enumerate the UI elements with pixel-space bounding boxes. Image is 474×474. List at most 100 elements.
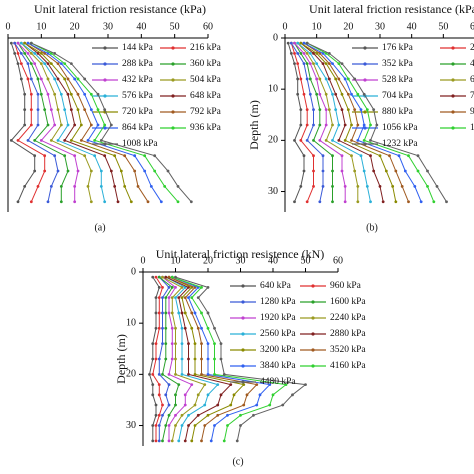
point bbox=[203, 424, 207, 427]
point bbox=[356, 138, 360, 142]
point bbox=[164, 424, 168, 427]
point bbox=[29, 62, 33, 65]
point bbox=[174, 393, 177, 397]
point bbox=[196, 413, 200, 417]
point bbox=[296, 41, 300, 45]
point bbox=[170, 296, 174, 299]
point bbox=[170, 285, 174, 289]
series-line bbox=[31, 42, 192, 203]
point bbox=[216, 383, 220, 386]
point bbox=[293, 138, 296, 142]
point bbox=[413, 185, 417, 188]
point bbox=[89, 200, 93, 204]
point bbox=[222, 439, 226, 443]
x-tick-label: 20 bbox=[70, 21, 80, 32]
point bbox=[167, 275, 171, 279]
point bbox=[308, 92, 312, 96]
point bbox=[66, 77, 70, 81]
point bbox=[206, 357, 210, 361]
point bbox=[229, 383, 233, 386]
legend-marker bbox=[311, 348, 315, 352]
point bbox=[167, 424, 171, 427]
legend-marker bbox=[171, 110, 175, 114]
point bbox=[200, 285, 203, 289]
point bbox=[302, 154, 306, 158]
legend-label: 792 kPa bbox=[190, 107, 222, 117]
point bbox=[29, 51, 33, 55]
series-line bbox=[303, 42, 409, 202]
point bbox=[369, 138, 372, 142]
point bbox=[174, 326, 177, 330]
point bbox=[53, 92, 57, 96]
point bbox=[66, 92, 70, 96]
legend-marker bbox=[171, 46, 175, 50]
series-line bbox=[158, 276, 180, 442]
point bbox=[26, 138, 30, 142]
point bbox=[177, 311, 181, 315]
legend-label: 504 kPa bbox=[190, 75, 222, 85]
series-line bbox=[300, 42, 384, 202]
point bbox=[334, 92, 338, 96]
point bbox=[170, 439, 174, 443]
legend-label: 216 kPa bbox=[190, 43, 222, 53]
point bbox=[151, 424, 155, 427]
point bbox=[304, 383, 307, 386]
series-line bbox=[290, 42, 314, 202]
point bbox=[242, 403, 246, 407]
point bbox=[213, 357, 216, 361]
legend-marker bbox=[363, 126, 367, 130]
point bbox=[356, 92, 360, 96]
point bbox=[89, 108, 93, 112]
point bbox=[206, 285, 210, 289]
point bbox=[213, 342, 216, 346]
point bbox=[302, 51, 306, 55]
series-line bbox=[168, 276, 258, 442]
point bbox=[308, 51, 312, 55]
point bbox=[232, 393, 236, 397]
x-axis-title: Unit lateral friction resistance (kPa) bbox=[34, 2, 206, 16]
point bbox=[174, 342, 177, 346]
series-line bbox=[14, 42, 46, 202]
point bbox=[416, 154, 420, 158]
point bbox=[23, 41, 27, 45]
x-tick-label: 50 bbox=[170, 21, 180, 32]
point bbox=[157, 424, 161, 427]
point bbox=[154, 326, 158, 330]
legend-marker bbox=[103, 142, 107, 146]
x-axis-title: Unit lateral friction resistence (kN) bbox=[156, 247, 325, 261]
point bbox=[86, 138, 90, 142]
legend-marker bbox=[363, 62, 367, 66]
point bbox=[99, 169, 103, 173]
point bbox=[180, 311, 184, 315]
point bbox=[136, 185, 140, 188]
legend-label: 288 kPa bbox=[122, 59, 154, 69]
point bbox=[19, 41, 23, 45]
panel-label: (a) bbox=[94, 222, 105, 233]
point bbox=[167, 311, 171, 315]
point bbox=[83, 154, 87, 158]
point bbox=[143, 169, 147, 173]
point bbox=[327, 62, 331, 65]
point bbox=[53, 154, 57, 158]
point bbox=[299, 51, 303, 55]
point bbox=[324, 123, 328, 127]
point bbox=[83, 77, 87, 81]
point bbox=[177, 296, 181, 299]
point bbox=[154, 357, 158, 361]
legend-marker bbox=[311, 332, 315, 336]
point bbox=[177, 439, 181, 443]
point bbox=[375, 123, 379, 127]
point bbox=[69, 92, 73, 96]
legend-label: 720 kPa bbox=[122, 107, 154, 117]
legend-label: 1280 kPa bbox=[260, 297, 296, 307]
point bbox=[318, 92, 322, 96]
legend-label: 352 kPa bbox=[382, 59, 414, 69]
point bbox=[350, 154, 353, 158]
point bbox=[154, 296, 158, 299]
point bbox=[206, 372, 210, 376]
legend-label: 968 kPa bbox=[470, 107, 474, 117]
series-line bbox=[168, 276, 245, 442]
series-line bbox=[287, 42, 305, 202]
point bbox=[36, 77, 40, 81]
point bbox=[362, 123, 366, 127]
